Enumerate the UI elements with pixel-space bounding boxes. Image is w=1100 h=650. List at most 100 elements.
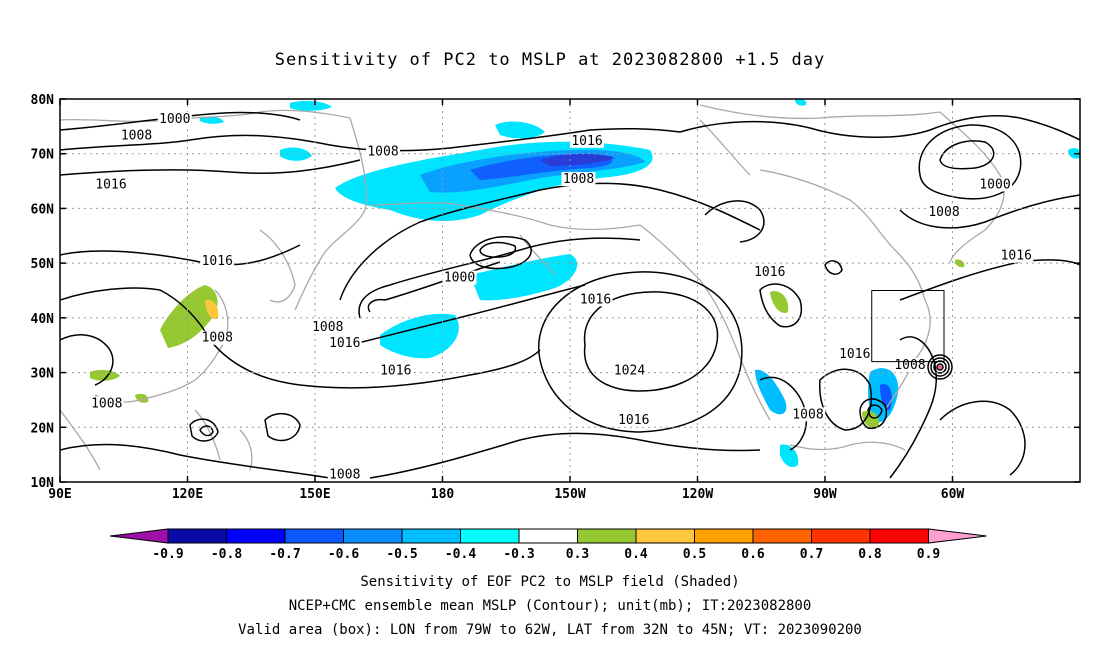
coastlines [60,104,1005,471]
lon-tick-label: 120E [172,487,203,502]
colorbar-arrow-right [928,528,987,544]
colorbar-label: -0.4 [445,547,476,562]
contour-label: 1016 [329,336,360,351]
contour-label-bg [570,133,604,148]
contour-label: 1008 [329,468,360,483]
colorbar-swatch [460,528,520,544]
contour-label-bg [94,177,128,192]
colorbar: -0.9 -0.8 -0.7 -0.6 -0.5 -0.4 -0.3 0.3 0.4 0.5 0.6… [109,528,987,562]
contour-label-bg [442,270,477,285]
contour-label-bg [366,144,400,159]
contour-label-bg [378,363,413,378]
lat-tick-label: 60N [31,202,55,217]
contour-label-bg [927,204,961,219]
colorbar-label: 0.9 [917,547,940,562]
contour-label: 1008 [91,396,122,411]
contour-label: 1000 [444,271,475,286]
colorbar-label: 0.3 [566,547,589,562]
colorbar-swatch [226,528,286,544]
contour-label: 1016 [95,178,126,193]
colorbar-label: 0.6 [741,547,765,562]
contour-label: 1016 [754,265,785,280]
colorbar-swatch [401,528,461,544]
lon-tick-label: 90W [813,487,837,502]
chart-title: Sensitivity of PC2 to MSLP at 2023082800… [274,50,826,70]
lat-tick-label: 50N [31,257,55,272]
lat-lon-grid [60,99,1080,482]
map-axes: 90E 120E 150E 180 150W 120W 90W 60W 80N 70N 60N 50N… [31,93,1080,502]
contour-label-bg [837,347,872,362]
contour-label-bg [999,248,1034,263]
colorbar-swatch [635,528,695,544]
colorbar-swatch [577,528,637,544]
lon-tick-label: 120W [682,487,713,502]
colorbar-swatch [343,528,403,544]
contour-label: 1008 [563,172,594,187]
lat-tick-label: 40N [31,312,55,327]
contour-label: 1008 [202,331,233,346]
contour-label: 1008 [928,205,959,220]
colorbar-label: 0.5 [683,547,706,562]
valid-area-box [871,290,945,363]
contour-label: 1008 [894,358,925,373]
caption-line-2: NCEP+CMC ensemble mean MSLP (Contour); u… [288,598,812,614]
mslp-contours [60,111,1080,479]
contour-label-bg [327,336,362,351]
contour-label: 1008 [312,320,343,335]
contour-label: 1016 [839,347,870,362]
colorbar-swatch [811,528,871,544]
contour-label: 1016 [1001,249,1032,264]
colorbar-label: -0.7 [269,547,300,562]
contour-label: 1000 [159,112,190,127]
lon-tick-label: 180 [431,487,455,502]
contour-label-bg [978,177,1012,192]
contour-label-bg [561,172,596,187]
contour-label: 1008 [792,407,823,422]
contour-label: 1016 [380,364,411,379]
contour-label: 1000 [979,178,1010,193]
colorbar-arrow-left [109,528,169,544]
contour-label-bg [612,363,647,378]
contour-label: 1016 [580,292,611,307]
contour-label-bg [89,396,124,411]
colorbar-label: -0.9 [152,547,183,562]
lon-tick-label: 90E [48,487,71,502]
caption-line-3: Valid area (box): LON from 79W to 62W, L… [238,622,862,638]
contour-label-bg [752,265,787,280]
lat-tick-label: 10N [31,476,55,491]
contour-label-bg [310,319,345,334]
colorbar-label: 0.4 [624,547,648,562]
colorbar-label: 0.7 [800,547,823,562]
contour-label: 1016 [571,134,602,149]
lon-tick-label: 60W [941,487,965,502]
sensitivity-shading [90,99,1080,468]
colorbar-label: -0.3 [503,547,534,562]
contour-label: 1008 [121,128,152,143]
contour-label: 1016 [202,254,233,269]
contour-label-bg [119,128,154,143]
colorbar-swatch [869,528,929,544]
colorbar-label: -0.5 [386,547,417,562]
lat-tick-label: 80N [31,93,55,108]
contour-label-bg [327,467,362,482]
colorbar-label: -0.8 [211,547,242,562]
colorbar-label: 0.8 [858,547,882,562]
lat-tick-label: 70N [31,148,55,163]
lon-tick-label: 150W [554,487,585,502]
contour-label-bg [616,412,651,427]
contour-label-bg [200,330,235,345]
contour-label: 1016 [618,413,649,428]
colorbar-swatch [167,528,227,544]
contour-label-bg [791,407,825,422]
colorbar-swatch [518,528,578,544]
contour-label: 1024 [614,364,645,379]
colorbar-swatch [284,528,344,544]
lon-tick-label: 150E [299,487,330,502]
lat-tick-label: 20N [31,421,55,436]
colorbar-swatch [752,528,812,544]
contour-label-bg [157,111,192,126]
contour-label-bg [578,292,613,307]
caption-line-1: Sensitivity of EOF PC2 to MSLP field (Sh… [360,574,740,590]
